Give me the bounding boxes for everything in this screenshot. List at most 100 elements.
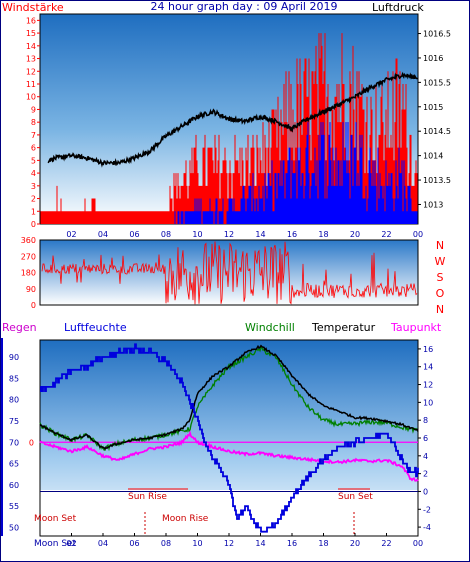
- compass-letter: W: [435, 255, 446, 268]
- direction-tick-label: 180: [21, 269, 36, 278]
- wind-pressure-series: [40, 33, 418, 224]
- hour-tick-label: 14: [255, 230, 265, 239]
- sun-rise-label: Sun Rise: [128, 492, 167, 502]
- hour-tick-label: 16: [287, 539, 297, 548]
- compass-letter: N: [436, 239, 444, 252]
- pressure-tick-label: 1015.5: [423, 78, 451, 87]
- wind-tick-label: 11: [26, 80, 36, 89]
- hour-tick-label: 18: [318, 539, 328, 548]
- temperature-tick-label: 16: [423, 345, 433, 354]
- temperature-tick-label: 0: [423, 487, 428, 496]
- hour-tick-label: 20: [350, 230, 360, 239]
- wind-tick-label: 1: [31, 207, 36, 216]
- direction-tick-label: 360: [21, 236, 36, 245]
- wind-tick-label: 16: [26, 16, 36, 25]
- wind-axis-title: Windstärke: [2, 1, 64, 14]
- temperature-tick-label: 14: [423, 363, 433, 372]
- direction-tick-label: 270: [21, 252, 36, 261]
- direction-tick-label: 90: [26, 285, 36, 294]
- hour-tick-label: 00: [413, 539, 423, 548]
- pressure-tick-label: 1015: [423, 103, 443, 112]
- temperature-tick-label: 4: [423, 452, 428, 461]
- pressure-tick-label: 1014.5: [423, 127, 451, 136]
- hour-tick-label: 10: [192, 539, 202, 548]
- moon-set-bottom-label: Moon Set: [34, 539, 77, 549]
- temperature-tick-label: 2: [423, 470, 428, 479]
- moon-set-label: Moon Set: [34, 514, 77, 524]
- pressure-tick-label: 1016: [423, 54, 443, 63]
- humidity-tick-label: 90: [9, 353, 19, 362]
- rain-label: Regen: [2, 321, 37, 334]
- wind-tick-label: 10: [26, 93, 36, 102]
- hour-tick-label: 08: [161, 230, 171, 239]
- hour-tick-label: 12: [224, 230, 234, 239]
- humidity-line: [40, 343, 419, 533]
- humidity-tick-label: 50: [9, 523, 19, 532]
- compass-letter: S: [437, 271, 444, 284]
- temperature-tick-label: 8: [423, 416, 428, 425]
- hour-tick-label: 00: [413, 230, 423, 239]
- wind-tick-label: 0: [31, 220, 36, 229]
- temperature-tick-label: 6: [423, 434, 428, 443]
- wind-direction-line: [41, 241, 418, 305]
- hour-tick-label: 18: [318, 230, 328, 239]
- events-strip: [40, 490, 418, 536]
- windchill-label: Windchill: [245, 321, 295, 334]
- wind-tick-label: 7: [31, 131, 36, 140]
- humidity-tick-label: 80: [9, 396, 19, 405]
- humidity-tick-label: 85: [9, 374, 19, 383]
- wind-tick-label: 4: [31, 169, 36, 178]
- hour-tick-label: 16: [287, 230, 297, 239]
- dewpoint-label: Taupunkt: [390, 321, 442, 334]
- wind-tick-label: 14: [26, 42, 36, 51]
- hour-tick-label: 04: [98, 539, 108, 548]
- hour-tick-label: 22: [381, 539, 391, 548]
- wind-tick-label: 12: [26, 67, 36, 76]
- humidity-tick-label: 55: [9, 502, 19, 511]
- wind-tick-label: 2: [31, 195, 36, 204]
- direction-tick-label: 0: [31, 301, 36, 310]
- compass-letter: N: [436, 303, 444, 316]
- hour-tick-label: 20: [350, 539, 360, 548]
- humidity-label: Luftfeuchte: [64, 321, 127, 334]
- hour-tick-label: 12: [224, 539, 234, 548]
- moon-rise-label: Moon Rise: [162, 514, 209, 524]
- temperature-line: [39, 344, 419, 450]
- pressure-tick-label: 1014: [423, 152, 443, 161]
- hour-tick-label: 06: [129, 539, 139, 548]
- wind-gust-bars: [174, 122, 418, 224]
- wind-direction-series: [41, 241, 418, 305]
- hour-tick-label: 10: [192, 230, 202, 239]
- humidity-tick-label: 60: [9, 481, 19, 490]
- wind-tick-label: 9: [31, 105, 36, 114]
- pressure-tick-label: 1016.5: [423, 30, 451, 39]
- wind-tick-label: 15: [26, 29, 36, 38]
- wind-tick-label: 13: [26, 55, 36, 64]
- humidity-tick-label: 70: [9, 438, 19, 447]
- temperature-tick-label: 10: [423, 398, 433, 407]
- pressure-tick-label: 1013: [423, 200, 443, 209]
- wind-tick-label: 5: [31, 156, 36, 165]
- hour-tick-label: 22: [381, 230, 391, 239]
- compass-letter: O: [436, 287, 445, 300]
- humidity-tick-label: 65: [9, 460, 19, 469]
- pressure-line: [47, 71, 418, 168]
- wind-x-axis: 02 04 06 08 10 12 14 16 18 20 22 00: [66, 221, 423, 239]
- pressure-y-axis: 1013 1013.5 1014 1014.5 1015 1015.5 1016 1016.5: [418, 30, 451, 209]
- dewpoint-line: [39, 430, 419, 482]
- temperature-label: Temperatur: [311, 321, 376, 334]
- hour-tick-label: 14: [255, 539, 265, 548]
- humidity-tick-label: 75: [9, 417, 19, 426]
- wind-tick-label: 3: [31, 182, 36, 191]
- hour-tick-label: 08: [161, 539, 171, 548]
- pressure-axis-title: Luftdruck: [372, 1, 424, 14]
- temperature-tick-label: -2: [423, 505, 431, 514]
- hour-tick-label: 02: [66, 539, 76, 548]
- temperature-x-axis: 02 04 06 08 10 12 14 16 18 20 22 00: [66, 533, 423, 548]
- direction-y-axis: 0 90 180 270 360: [21, 236, 36, 310]
- pressure-tick-label: 1013.5: [423, 176, 451, 185]
- graph-title: 24 hour graph day : 09 April 2019: [151, 0, 338, 13]
